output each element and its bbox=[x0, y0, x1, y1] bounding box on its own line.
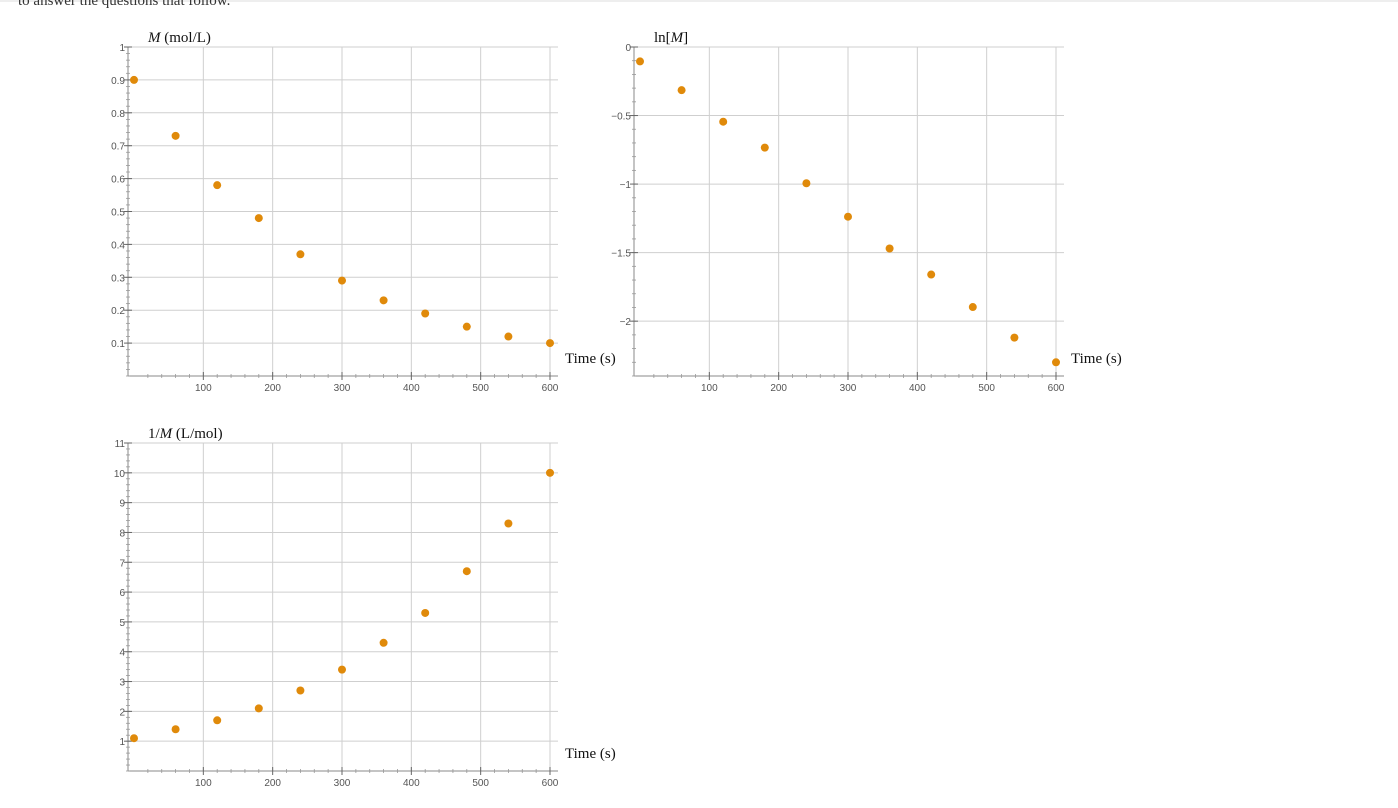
m-chart-data-point bbox=[546, 339, 554, 348]
invm-chart-x-tick-label: 600 bbox=[542, 778, 559, 789]
invm-chart-data-point bbox=[546, 468, 554, 477]
m-chart-data-point bbox=[504, 332, 513, 341]
invm-chart-x-tick-label: 300 bbox=[334, 778, 351, 789]
invm-chart-y-tick-label: 10 bbox=[114, 469, 126, 480]
m-chart-x-tick-label: 100 bbox=[195, 383, 212, 394]
m-chart-data-point bbox=[171, 131, 180, 140]
lnm-chart-data-point bbox=[760, 143, 769, 152]
invm-chart-data-point bbox=[171, 725, 180, 734]
chart-ln-concentration-vs-time: 100 200 300 400 500 600 0 −0.5 −1 −1.5 −2 ln[M] Time… bbox=[611, 30, 1122, 394]
lnm-chart-data-point bbox=[885, 244, 894, 253]
lnm-chart-y-tick-label: −1.5 bbox=[611, 249, 631, 260]
lnm-chart-x-tick-label: 500 bbox=[978, 383, 995, 394]
invm-chart-y-tick-label: 3 bbox=[119, 678, 125, 689]
invm-chart-data-point bbox=[338, 665, 346, 674]
lnm-chart-x-tick-label: 400 bbox=[909, 383, 926, 394]
lnm-chart-y-tick-label: −2 bbox=[620, 317, 632, 328]
lnm-chart-data-point bbox=[802, 179, 811, 188]
m-chart-y-tick-label: 0.5 bbox=[111, 208, 125, 219]
m-chart-x-tick-label: 500 bbox=[472, 383, 489, 394]
lnm-chart-data-point bbox=[719, 117, 728, 126]
m-chart-data-point bbox=[421, 309, 430, 318]
m-chart-y-title: M (mol/L) bbox=[147, 30, 211, 46]
lnm-chart-x-tick-label: 100 bbox=[701, 383, 718, 394]
invm-chart-y-tick-label: 6 bbox=[119, 588, 125, 599]
m-chart-y-tick-label: 0.9 bbox=[111, 76, 125, 87]
invm-chart-data-point bbox=[462, 567, 471, 576]
m-chart-x-tick-label: 300 bbox=[334, 383, 351, 394]
lnm-chart-data-point bbox=[968, 303, 977, 312]
invm-chart-y-tick-label: 5 bbox=[119, 618, 125, 629]
m-chart-y-tick-label: 0.7 bbox=[111, 142, 125, 153]
top-divider bbox=[0, 0, 1398, 2]
invm-chart-data-point bbox=[296, 686, 305, 695]
lnm-chart-data-point bbox=[1010, 333, 1019, 342]
m-chart-y-tick-label: 0.3 bbox=[111, 273, 125, 284]
lnm-chart-data-point bbox=[927, 270, 936, 279]
invm-chart-x-tick-label: 200 bbox=[264, 778, 281, 789]
invm-chart-data-point bbox=[254, 704, 263, 713]
invm-chart-data-point bbox=[421, 608, 430, 617]
m-chart-x-tick-label: 400 bbox=[403, 383, 420, 394]
invm-chart-x-title: Time (s) bbox=[565, 746, 616, 762]
m-chart-data-point bbox=[462, 322, 471, 331]
m-chart-y-tick-label: 0.2 bbox=[111, 306, 125, 317]
chart-concentration-vs-time: 100 200 300 400 500 600 0.1 0.2 0.3 0.4 0.5 0.6 0.7 0… bbox=[111, 30, 616, 394]
m-chart-y-tick-label: 0.1 bbox=[111, 339, 125, 350]
lnm-chart-x-tick-label: 300 bbox=[840, 383, 857, 394]
m-chart-x-title: Time (s) bbox=[565, 351, 616, 367]
lnm-chart-data-point bbox=[636, 57, 644, 66]
lnm-chart-y-tick-label: −0.5 bbox=[611, 112, 631, 123]
invm-chart-y-tick-label: 8 bbox=[119, 528, 125, 539]
lnm-chart-data-point bbox=[1052, 358, 1060, 367]
lnm-chart-x-tick-label: 200 bbox=[770, 383, 787, 394]
lnm-chart-data-point bbox=[677, 86, 686, 95]
invm-chart-y-tick-label: 1 bbox=[119, 737, 125, 748]
invm-chart-data-point bbox=[130, 734, 138, 743]
invm-chart-y-tick-label: 7 bbox=[119, 558, 125, 569]
lnm-chart-x-title: Time (s) bbox=[1071, 351, 1122, 367]
m-chart-data-point bbox=[254, 214, 263, 223]
lnm-chart-y-tick-label: −1 bbox=[620, 180, 632, 191]
lnm-chart-x-tick-label: 600 bbox=[1048, 383, 1065, 394]
m-chart-data-point bbox=[379, 296, 388, 305]
invm-chart-y-tick-label: 2 bbox=[119, 707, 125, 718]
m-chart-data-point bbox=[213, 181, 222, 190]
lnm-chart-data-point bbox=[844, 212, 852, 221]
m-chart-y-tick-label: 0.4 bbox=[111, 240, 125, 251]
invm-chart-x-tick-label: 100 bbox=[195, 778, 212, 789]
m-chart-y-tick-label: 0.8 bbox=[111, 109, 125, 120]
m-chart-y-tick-label: 1 bbox=[119, 43, 125, 54]
invm-chart-x-tick-label: 400 bbox=[403, 778, 420, 789]
invm-chart-data-point bbox=[504, 519, 513, 528]
m-chart-data-point bbox=[296, 250, 305, 259]
invm-chart-data-point bbox=[379, 638, 388, 647]
m-chart-y-tick-label: 0.6 bbox=[111, 175, 125, 186]
m-chart-data-point bbox=[130, 75, 138, 84]
invm-chart-y-tick-label: 9 bbox=[119, 499, 125, 510]
invm-chart-y-title: 1/M (L/mol) bbox=[148, 426, 223, 442]
intro-text: to answer the questions that follow. bbox=[18, 0, 231, 9]
invm-chart-data-point bbox=[213, 716, 222, 725]
invm-chart-y-tick-label: 4 bbox=[119, 648, 125, 659]
chart-inverse-concentration-vs-time: 100 200 300 400 500 600 1 2 3 4 5 6 7 8 9 10 11 1/M (L/mo… bbox=[114, 426, 616, 789]
lnm-chart-y-title: ln[M] bbox=[654, 30, 688, 46]
invm-chart-y-tick-label: 11 bbox=[115, 439, 126, 450]
invm-chart-x-tick-label: 500 bbox=[472, 778, 489, 789]
m-chart-data-point bbox=[338, 276, 346, 285]
m-chart-x-tick-label: 600 bbox=[542, 383, 559, 394]
lnm-chart-y-tick-label: 0 bbox=[625, 43, 631, 54]
m-chart-x-tick-label: 200 bbox=[264, 383, 281, 394]
